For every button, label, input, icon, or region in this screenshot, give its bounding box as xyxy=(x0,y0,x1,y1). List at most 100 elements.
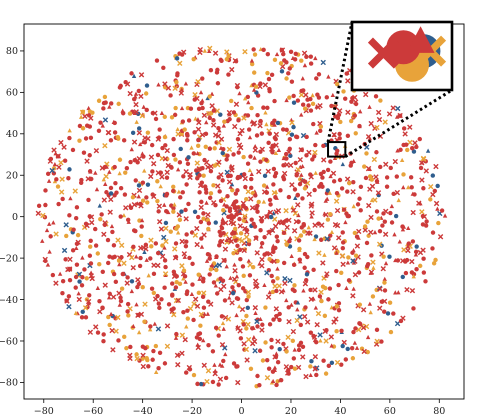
data-point xyxy=(358,208,363,213)
data-point xyxy=(221,207,226,213)
data-point xyxy=(275,238,280,244)
data-point xyxy=(40,238,45,243)
data-point xyxy=(267,197,273,203)
data-point xyxy=(419,177,425,183)
data-point xyxy=(294,317,300,324)
data-point xyxy=(349,345,355,351)
data-point xyxy=(56,164,62,170)
data-point xyxy=(47,249,52,254)
data-point xyxy=(215,291,220,296)
data-point xyxy=(352,94,358,101)
data-point xyxy=(377,286,383,292)
data-point xyxy=(93,170,98,175)
data-point xyxy=(143,91,149,96)
data-point xyxy=(175,73,180,78)
data-point xyxy=(195,126,202,133)
data-point xyxy=(136,194,141,199)
data-point xyxy=(109,327,115,334)
data-point xyxy=(87,253,93,258)
data-point xyxy=(343,96,348,101)
data-point xyxy=(179,332,186,338)
connector-line xyxy=(344,88,453,158)
data-point xyxy=(400,224,405,229)
data-point xyxy=(179,106,185,111)
data-point xyxy=(98,216,103,222)
data-point xyxy=(400,227,406,232)
data-point xyxy=(245,321,251,328)
data-point xyxy=(217,229,222,235)
data-point xyxy=(190,282,195,287)
data-point xyxy=(353,326,358,331)
data-point xyxy=(188,106,194,111)
data-point xyxy=(366,202,372,209)
data-point xyxy=(119,286,125,291)
data-point xyxy=(192,92,198,98)
data-point xyxy=(405,244,411,249)
data-point xyxy=(304,272,310,277)
data-point xyxy=(362,227,368,233)
data-point xyxy=(408,175,414,180)
data-point xyxy=(108,185,114,191)
data-point xyxy=(387,254,392,259)
data-point xyxy=(230,220,237,227)
data-point xyxy=(40,212,46,219)
data-point xyxy=(134,302,139,307)
data-point xyxy=(139,233,144,239)
data-point xyxy=(115,134,121,140)
data-point xyxy=(401,185,406,190)
data-point xyxy=(275,276,280,281)
data-point xyxy=(401,126,407,131)
data-point xyxy=(337,177,343,183)
data-point xyxy=(362,164,367,169)
data-point xyxy=(368,310,373,315)
data-point xyxy=(231,110,237,115)
data-point xyxy=(222,314,229,321)
data-point xyxy=(357,109,363,114)
data-point xyxy=(433,163,439,170)
data-point xyxy=(350,356,356,361)
data-point xyxy=(153,343,159,349)
data-point xyxy=(347,180,352,186)
data-point xyxy=(94,187,100,192)
data-point xyxy=(323,198,328,203)
data-point xyxy=(226,109,233,116)
data-point xyxy=(393,257,398,263)
data-point xyxy=(235,364,240,369)
data-point xyxy=(75,232,81,238)
data-point xyxy=(414,144,419,150)
data-point xyxy=(101,106,106,111)
x-tick-label: 40 xyxy=(334,406,346,417)
data-point xyxy=(46,221,52,226)
data-point xyxy=(73,215,79,221)
data-point xyxy=(351,179,356,185)
data-point xyxy=(248,366,254,372)
data-point xyxy=(192,232,199,238)
data-point xyxy=(278,188,283,193)
data-point xyxy=(212,50,219,56)
data-point xyxy=(194,241,200,248)
data-point xyxy=(367,229,374,235)
data-point xyxy=(211,280,217,285)
data-point xyxy=(230,229,235,234)
data-point xyxy=(195,176,200,181)
data-point xyxy=(411,149,417,154)
data-point xyxy=(195,381,200,387)
data-point xyxy=(252,304,259,311)
data-point xyxy=(242,213,248,219)
data-point xyxy=(372,197,378,203)
data-point xyxy=(85,176,91,182)
data-point xyxy=(274,288,279,294)
data-point xyxy=(396,290,401,295)
data-point xyxy=(404,142,409,147)
data-point xyxy=(311,334,318,340)
data-point xyxy=(81,150,87,155)
data-point xyxy=(58,159,64,166)
data-point xyxy=(234,82,241,89)
data-point xyxy=(226,179,233,185)
data-point xyxy=(184,232,189,237)
data-point xyxy=(101,197,108,203)
data-point xyxy=(238,231,244,236)
data-point xyxy=(275,338,281,344)
data-point xyxy=(235,324,240,329)
